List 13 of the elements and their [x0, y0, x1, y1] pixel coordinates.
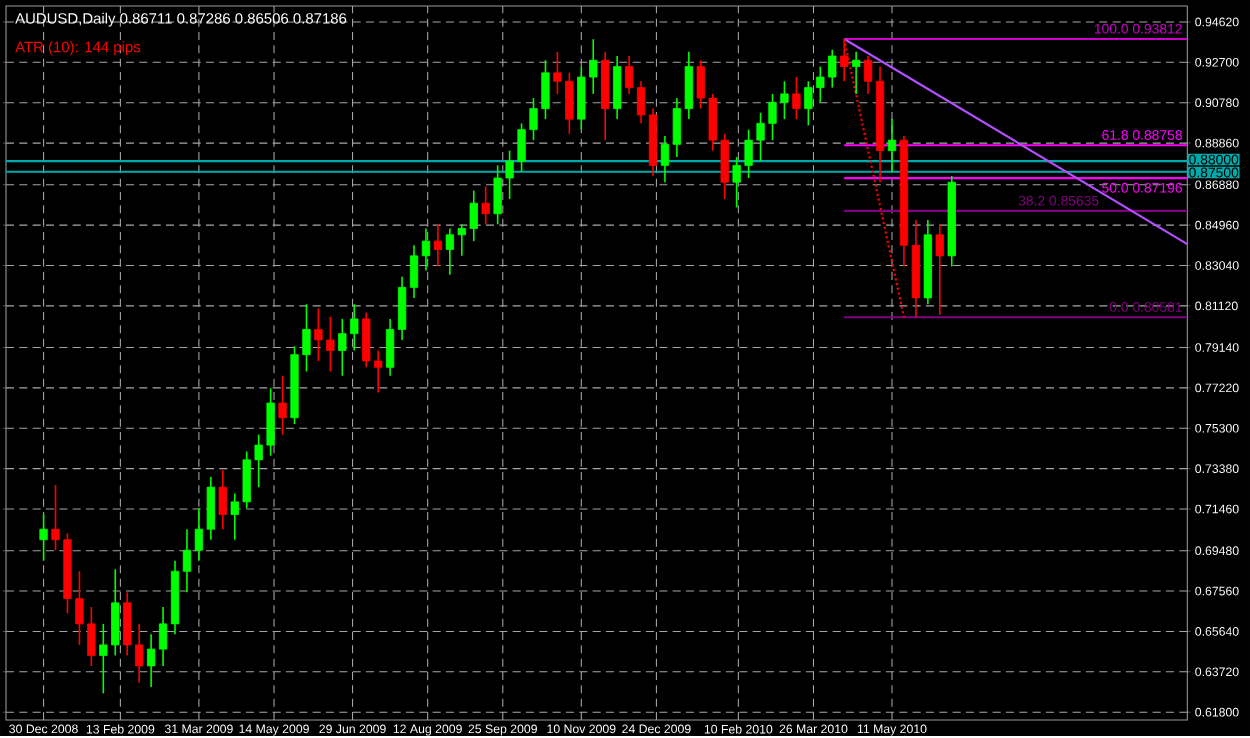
candlestick	[935, 223, 944, 316]
candlestick	[481, 185, 490, 226]
candlestick	[851, 51, 861, 95]
candlestick	[612, 55, 622, 121]
candlestick	[421, 227, 431, 272]
candlestick	[218, 469, 227, 531]
candlestick	[792, 76, 801, 121]
candlestick	[887, 118, 897, 173]
candlestick	[409, 244, 419, 299]
candlestick	[433, 223, 443, 268]
candlestick	[278, 375, 287, 436]
candlestick	[39, 513, 48, 562]
candlestick	[182, 528, 192, 594]
